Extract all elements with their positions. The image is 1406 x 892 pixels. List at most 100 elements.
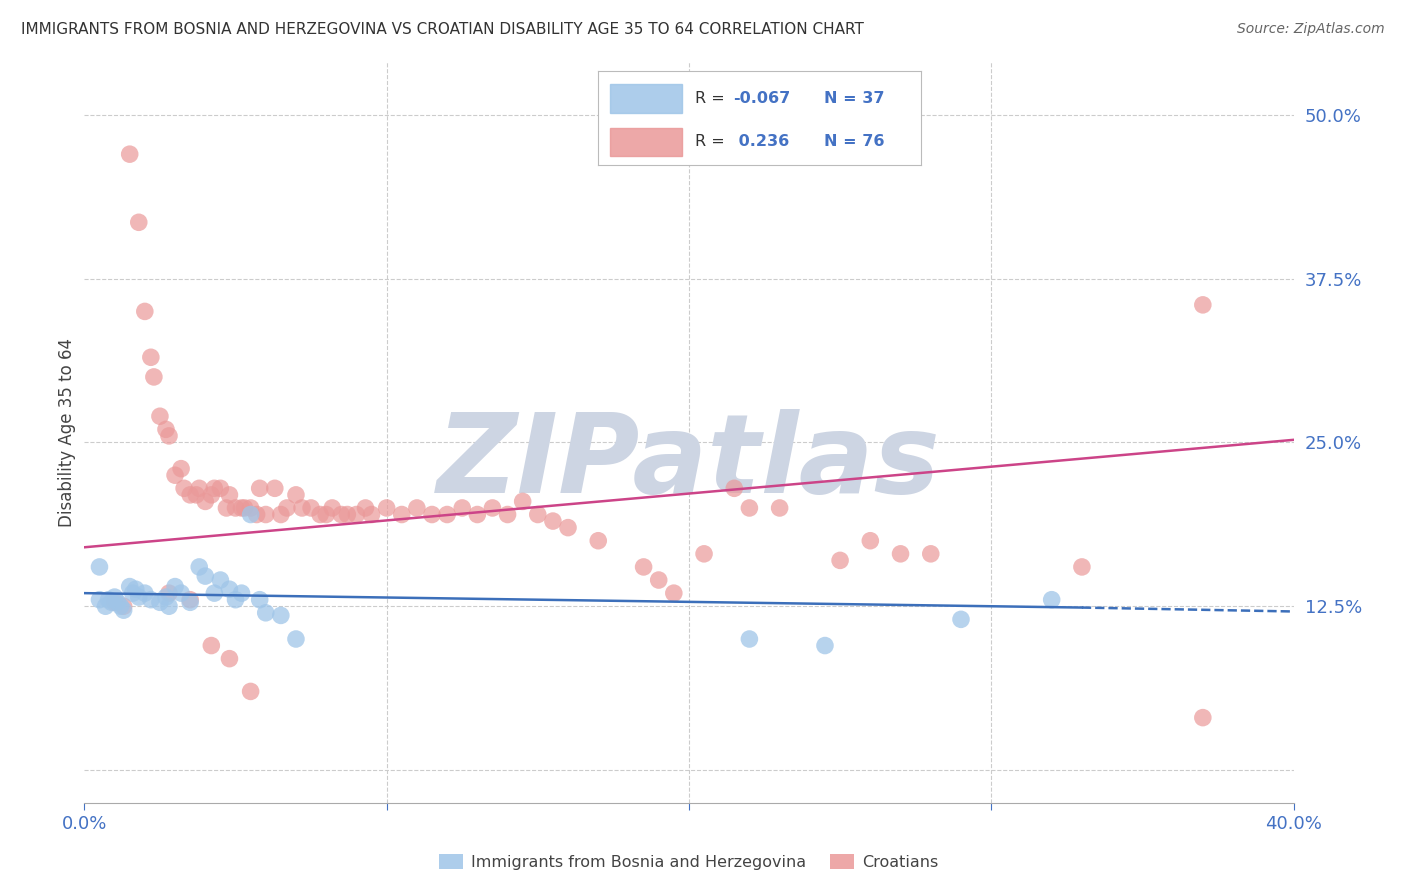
Point [188, 481, 211, 495]
Point [406, 500, 429, 515]
Point [254, 606, 277, 620]
Point [165, 468, 187, 483]
Point [693, 547, 716, 561]
Point [859, 533, 882, 548]
Point [118, 147, 141, 161]
Point [94, 599, 117, 614]
Point [738, 632, 761, 646]
Point [157, 599, 180, 614]
Point [346, 508, 368, 522]
Text: 0.236: 0.236 [734, 134, 790, 149]
Point [890, 547, 912, 561]
Point [239, 500, 262, 515]
Point [527, 508, 550, 522]
Point [723, 481, 745, 495]
Point [263, 481, 285, 495]
Point [218, 582, 240, 597]
Point [246, 508, 269, 522]
Point [420, 508, 443, 522]
Point [97, 592, 120, 607]
Point [173, 481, 195, 495]
Point [291, 500, 314, 515]
Point [231, 586, 253, 600]
Point [270, 608, 292, 623]
Point [299, 500, 322, 515]
Point [336, 508, 359, 522]
Point [142, 370, 165, 384]
Point [202, 586, 225, 600]
Point [270, 508, 292, 522]
Point [225, 500, 247, 515]
Text: R =: R = [695, 134, 730, 149]
Point [128, 590, 150, 604]
Point [121, 586, 143, 600]
Point [170, 461, 193, 475]
Point [104, 590, 127, 604]
Point [512, 494, 534, 508]
Text: Source: ZipAtlas.com: Source: ZipAtlas.com [1237, 22, 1385, 37]
Point [738, 500, 761, 515]
Point [285, 488, 308, 502]
Point [249, 592, 271, 607]
Y-axis label: Disability Age 35 to 64: Disability Age 35 to 64 [58, 338, 76, 527]
Point [157, 586, 180, 600]
Point [155, 422, 177, 436]
Point [139, 592, 162, 607]
Point [139, 351, 162, 365]
Point [239, 508, 262, 522]
Point [225, 592, 247, 607]
Point [149, 595, 172, 609]
Point [104, 595, 127, 609]
Point [920, 547, 942, 561]
Point [496, 508, 519, 522]
Point [239, 684, 262, 698]
Point [330, 508, 353, 522]
Point [179, 592, 201, 607]
Point [218, 488, 240, 502]
Point [89, 560, 111, 574]
Point [125, 582, 148, 597]
Point [481, 500, 503, 515]
Text: N = 76: N = 76 [824, 134, 884, 149]
Point [360, 508, 382, 522]
Point [209, 573, 232, 587]
Point [149, 409, 172, 424]
Point [231, 500, 253, 515]
Point [233, 500, 256, 515]
Point [202, 481, 225, 495]
Point [950, 612, 973, 626]
Point [186, 488, 208, 502]
Point [254, 508, 277, 522]
Point [315, 508, 337, 522]
Point [354, 500, 377, 515]
Point [814, 639, 837, 653]
Point [321, 500, 343, 515]
Text: -0.067: -0.067 [734, 91, 790, 106]
Point [769, 500, 792, 515]
Point [215, 500, 238, 515]
Point [633, 560, 655, 574]
Text: N = 37: N = 37 [824, 91, 884, 106]
Point [218, 651, 240, 665]
Point [112, 603, 135, 617]
Point [249, 481, 271, 495]
Bar [610, 128, 682, 156]
Bar [610, 85, 682, 112]
Point [451, 500, 474, 515]
Text: IMMIGRANTS FROM BOSNIA AND HERZEGOVINA VS CROATIAN DISABILITY AGE 35 TO 64 CORRE: IMMIGRANTS FROM BOSNIA AND HERZEGOVINA V… [21, 22, 863, 37]
Text: R =: R = [695, 91, 730, 106]
Point [188, 560, 211, 574]
Point [194, 569, 217, 583]
Point [170, 586, 193, 600]
Point [134, 304, 156, 318]
Point [830, 553, 852, 567]
Point [200, 488, 222, 502]
Point [391, 508, 413, 522]
Point [467, 508, 489, 522]
Point [110, 599, 132, 614]
Point [179, 488, 201, 502]
Point [276, 500, 298, 515]
Point [194, 494, 217, 508]
Point [1192, 298, 1215, 312]
Point [662, 586, 685, 600]
